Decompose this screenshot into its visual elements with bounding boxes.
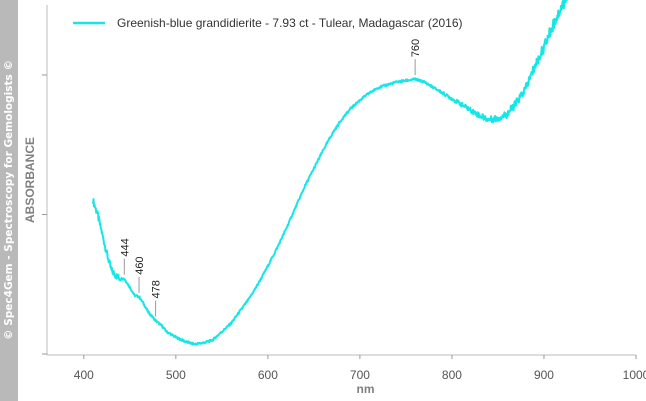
x-tick-label: 800 [442, 368, 462, 382]
watermark-strip: © Spec4Gem - Spectroscopy for Gemologist… [0, 0, 18, 401]
peak-label: 478 [151, 280, 163, 298]
chart-axes [46, 5, 636, 356]
x-tick-label: 500 [166, 368, 186, 382]
chart-series [92, 0, 569, 346]
x-tick-label: 900 [534, 368, 554, 382]
y-axis-title: ABSORBANCE [23, 137, 37, 223]
chart-ticks: 400 500 600 700 800 900 1000 [42, 74, 646, 382]
peak-label: 760 [410, 39, 422, 57]
x-tick-label: 700 [350, 368, 370, 382]
x-tick-label: 600 [258, 368, 278, 382]
peak-label: 444 [119, 238, 131, 256]
peak-label: 460 [134, 256, 146, 274]
x-axis-title: nm [357, 382, 375, 396]
chart-legend: Greenish-blue grandidierite - 7.93 ct - … [73, 16, 463, 30]
x-tick-label: 1000 [623, 368, 646, 382]
series-line [92, 0, 569, 346]
legend-label: Greenish-blue grandidierite - 7.93 ct - … [117, 16, 463, 30]
x-tick-label: 400 [74, 368, 94, 382]
